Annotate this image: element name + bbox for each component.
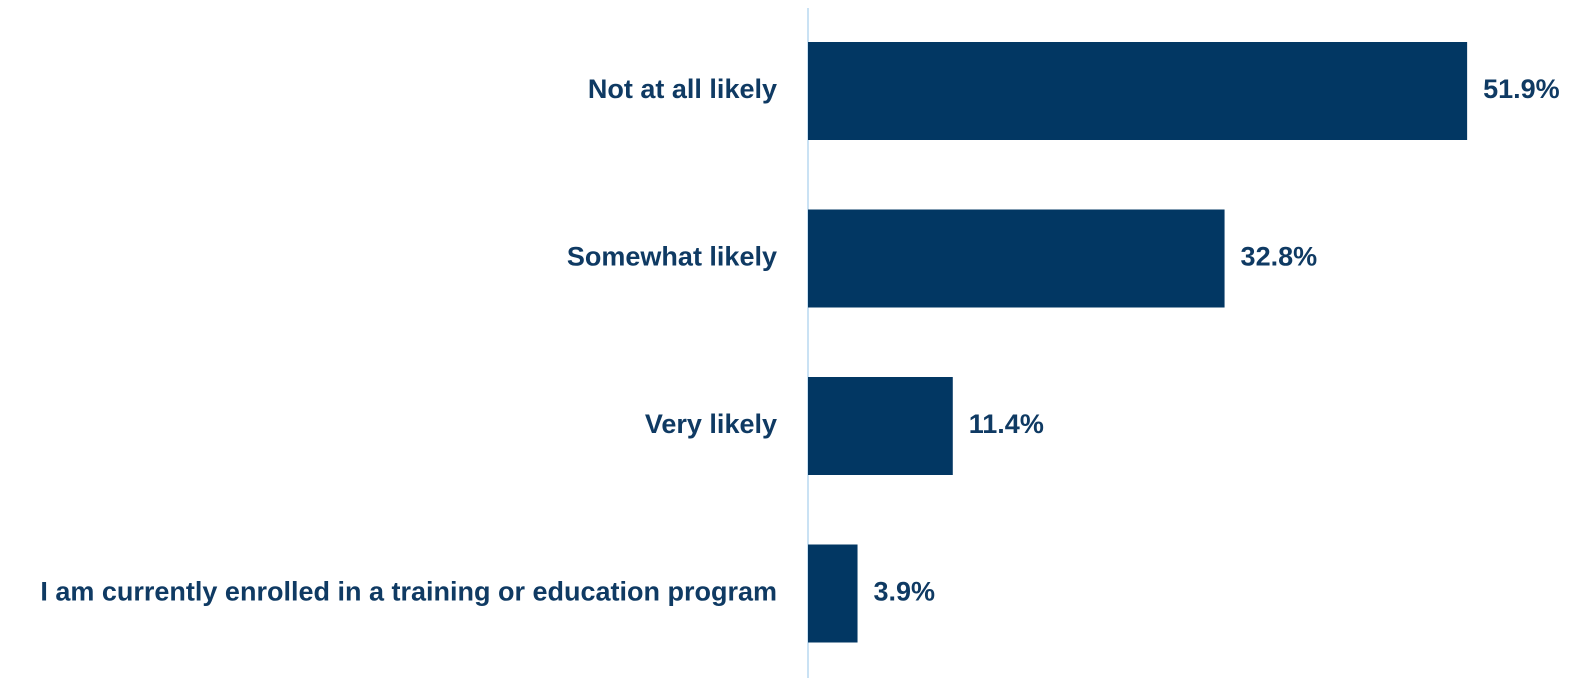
value-label-2: 11.4%	[969, 409, 1044, 439]
category-labels-layer: Not at all likely Somewhat likely Very lik…	[40, 74, 777, 607]
bar-3	[808, 544, 858, 643]
category-label-2: Very likely	[645, 409, 777, 439]
category-label-1: Somewhat likely	[567, 242, 777, 272]
value-labels-layer: 51.9% 32.8% 11.4% 3.9%	[874, 74, 1560, 607]
bar-1	[808, 209, 1225, 308]
bar-2	[808, 377, 953, 475]
value-label-1: 32.8%	[1241, 242, 1318, 272]
bar-0	[808, 42, 1468, 140]
value-label-0: 51.9%	[1483, 74, 1560, 104]
category-label-3: I am currently enrolled in a training or…	[40, 577, 777, 607]
category-label-0: Not at all likely	[588, 74, 777, 104]
bars-layer	[808, 42, 1468, 643]
value-label-3: 3.9%	[874, 577, 936, 607]
